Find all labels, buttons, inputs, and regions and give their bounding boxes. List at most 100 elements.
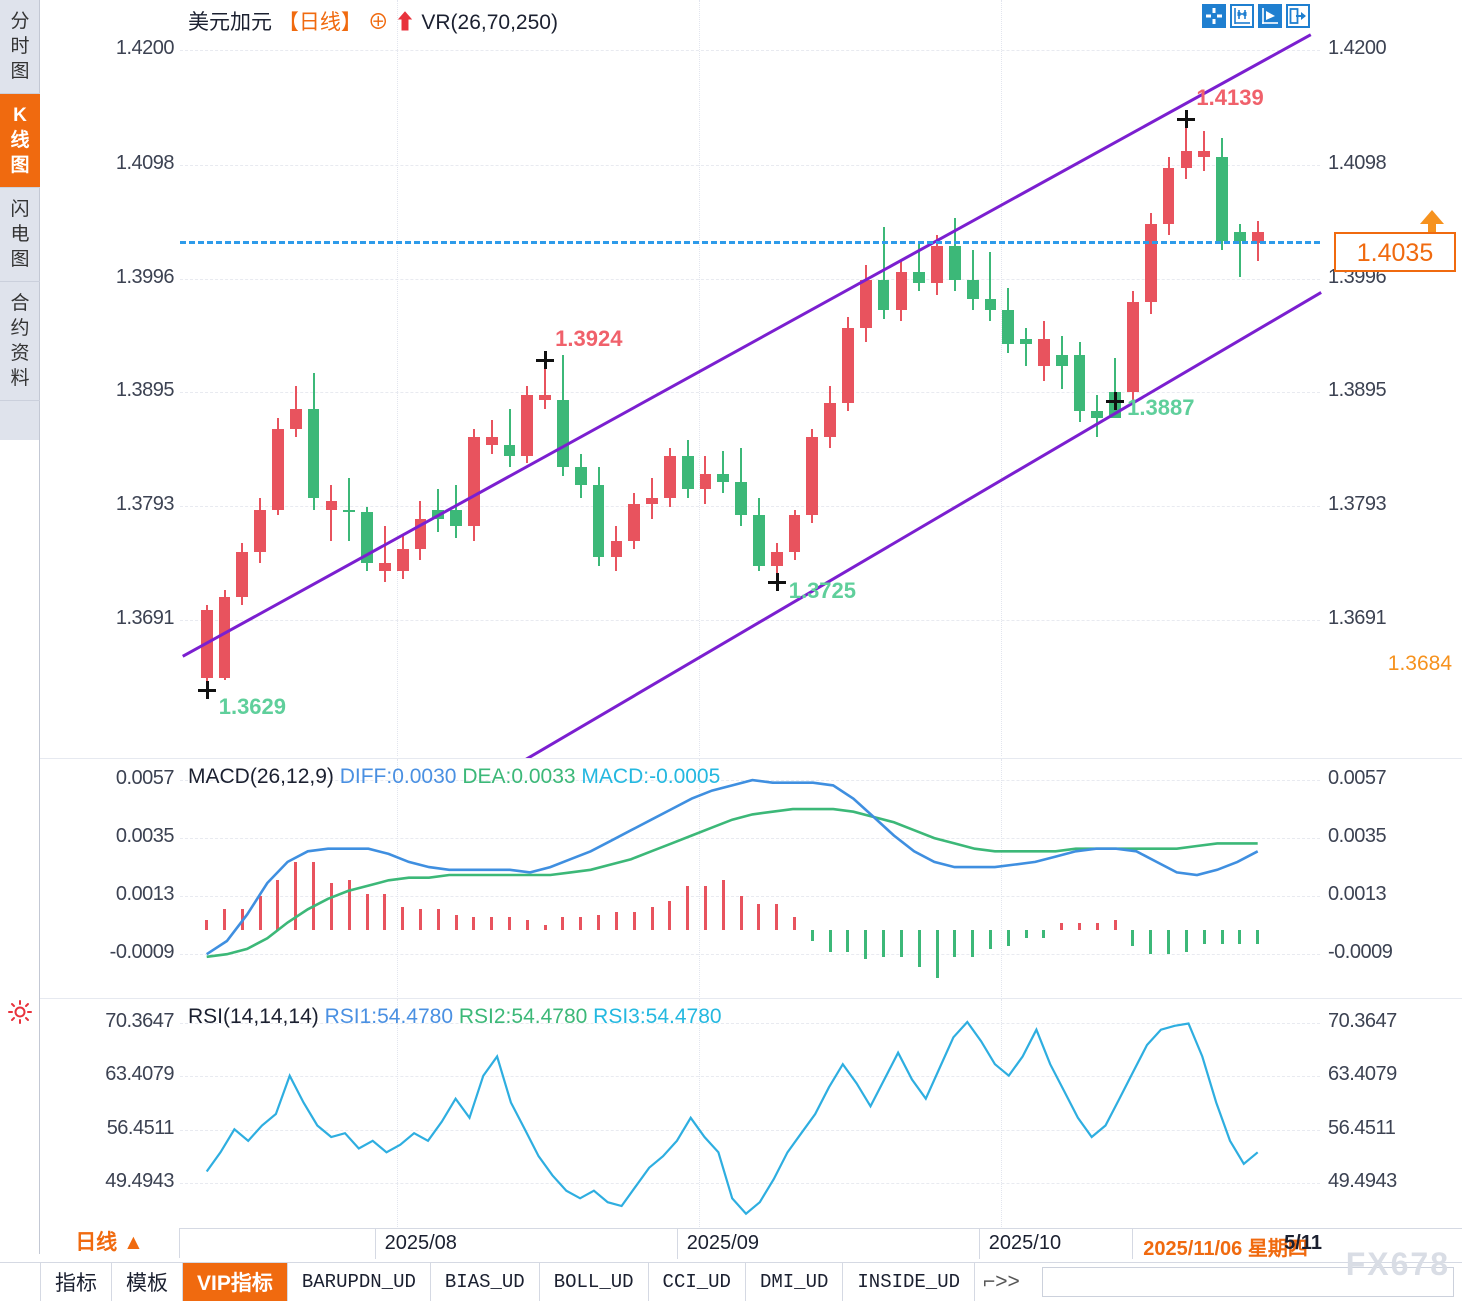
macd-vgrid bbox=[698, 759, 700, 999]
candle bbox=[1180, 0, 1193, 756]
tab-vip-indicator[interactable]: VIP指标 bbox=[183, 1263, 288, 1301]
candle-body bbox=[681, 455, 694, 490]
date-separator bbox=[978, 1229, 980, 1259]
export-icon[interactable] bbox=[1286, 4, 1310, 28]
candle bbox=[396, 0, 409, 756]
crosshair-target-icon[interactable]: ⊕ bbox=[367, 11, 389, 34]
price-axis-label-left: 1.3691 bbox=[115, 607, 175, 630]
macd-histogram-bar bbox=[1202, 930, 1206, 944]
candle bbox=[681, 0, 694, 756]
candle bbox=[1251, 0, 1264, 756]
candle-body bbox=[1198, 151, 1211, 157]
candle bbox=[948, 0, 961, 756]
date-tick-label: 2025/10 bbox=[988, 1232, 1062, 1254]
candle-body bbox=[503, 444, 516, 456]
candle-body bbox=[859, 280, 872, 329]
macd-histogram-bar bbox=[1131, 930, 1135, 947]
sidebar-item-timeshare-chart[interactable]: 分时图 bbox=[0, 0, 40, 94]
macd-histogram-bar bbox=[739, 896, 743, 931]
period-button[interactable]: 日线 ▲ bbox=[40, 1228, 180, 1258]
candle bbox=[1055, 0, 1068, 756]
sidebar-item-lightning-chart[interactable]: 闪电图 bbox=[0, 188, 40, 282]
candle bbox=[895, 0, 908, 756]
candle-body bbox=[735, 481, 747, 516]
candle bbox=[200, 0, 213, 756]
price-plot[interactable]: 1.4200 1.4200 1.4098 1.4098 1.3996 1.3996 1.38… bbox=[116, 0, 1387, 804]
candle-body bbox=[432, 509, 445, 519]
candle-body bbox=[574, 467, 587, 485]
candle bbox=[236, 0, 249, 756]
period-label: 【日线】 bbox=[277, 11, 362, 34]
sidebar-item-label: 合约资料 bbox=[10, 293, 30, 389]
rsi-plot[interactable]: 70.3647 70.3647 63.4079 63.4079 56.4511 56.45… bbox=[105, 999, 1397, 1229]
sidebar-item-contract-info[interactable]: 合约资料 bbox=[0, 282, 40, 401]
tab-cci-ud[interactable]: CCI_UD bbox=[649, 1263, 746, 1301]
macd-histogram-bar bbox=[490, 917, 494, 931]
candle-body bbox=[1127, 302, 1139, 392]
tab-inside-ud[interactable]: INSIDE_UD bbox=[843, 1263, 976, 1301]
current-price-dashed-line bbox=[180, 240, 1320, 244]
macd-axis-label-left: -0.0009 bbox=[109, 941, 175, 964]
candle-body bbox=[539, 395, 552, 400]
macd-histogram-bar bbox=[258, 896, 262, 931]
macd-histogram-bar bbox=[757, 904, 761, 931]
macd-histogram-bar bbox=[312, 861, 316, 931]
macd-histogram-bar bbox=[401, 906, 405, 931]
macd-dea-line bbox=[206, 807, 1258, 959]
price-gridline bbox=[180, 392, 1320, 393]
candle-body bbox=[877, 280, 890, 311]
macd-histogram-bar bbox=[223, 909, 227, 931]
candle bbox=[842, 0, 854, 756]
candle-wick bbox=[508, 408, 511, 468]
tab-barupdn-ud[interactable]: BARUPDN_UD bbox=[288, 1263, 431, 1301]
annotation-cross bbox=[1106, 391, 1125, 410]
candle-body bbox=[646, 498, 658, 504]
tab-dmi-ud[interactable]: DMI_UD bbox=[746, 1263, 844, 1301]
candle-body bbox=[770, 552, 783, 566]
candle bbox=[1162, 0, 1175, 756]
tab-label: DMI_UD bbox=[759, 1271, 829, 1293]
candle-wick bbox=[1025, 328, 1028, 367]
macd-plot[interactable]: 0.0057 0.0057 0.0035 0.0035 0.0013 0.0013 -0.0… bbox=[110, 759, 1393, 999]
candle bbox=[485, 0, 498, 756]
candle bbox=[378, 0, 391, 756]
tab-overflow-button[interactable]: ⌐>> bbox=[975, 1263, 1028, 1301]
measure-icon[interactable] bbox=[1258, 4, 1282, 28]
candle-body bbox=[699, 473, 712, 490]
macd-axis-label-right: -0.0009 bbox=[1328, 941, 1393, 964]
macd-histogram-bar bbox=[882, 930, 886, 957]
brightness-icon[interactable] bbox=[8, 1000, 32, 1024]
candle-body bbox=[824, 403, 837, 437]
sidebar-item-label: 闪电图 bbox=[10, 199, 30, 270]
tab-template[interactable]: 模板 bbox=[112, 1263, 183, 1301]
candle-body bbox=[1091, 411, 1104, 418]
macd-axis-label-left: 0.0057 bbox=[115, 767, 175, 790]
candle bbox=[753, 0, 765, 756]
fit-axis-icon[interactable] bbox=[1230, 4, 1254, 28]
tab-label: CCI_UD bbox=[662, 1271, 731, 1293]
macd-histogram-bar bbox=[543, 925, 547, 931]
candle-body bbox=[895, 272, 908, 311]
candle-body bbox=[663, 455, 676, 499]
crosshair-icon[interactable] bbox=[1202, 4, 1226, 28]
macd-histogram-bar bbox=[276, 880, 280, 931]
date-tick-label: 2025/08 bbox=[384, 1232, 457, 1254]
candle-body bbox=[842, 328, 854, 404]
price-gridline bbox=[180, 278, 1320, 280]
macd-title-label: MACD(26,12,9) bbox=[188, 765, 334, 788]
price-axis-label-right: 1.4200 bbox=[1328, 37, 1387, 60]
rsi-axis-label-right: 70.3647 bbox=[1328, 1010, 1397, 1033]
candle-body bbox=[717, 473, 730, 482]
candle bbox=[521, 0, 534, 756]
tab-boll-ud[interactable]: BOLL_UD bbox=[540, 1263, 649, 1301]
annotation-low-label: 1.3725 bbox=[788, 578, 857, 604]
tab-indicator[interactable]: 指标 bbox=[41, 1263, 112, 1301]
bottom-search-input[interactable] bbox=[1041, 1267, 1454, 1297]
candle bbox=[966, 0, 979, 756]
candle-body bbox=[1020, 339, 1032, 344]
tab-bias-ud[interactable]: BIAS_UD bbox=[431, 1263, 540, 1301]
candle bbox=[663, 0, 676, 756]
macd-histogram-bar bbox=[508, 917, 512, 931]
candle-body bbox=[753, 515, 765, 566]
